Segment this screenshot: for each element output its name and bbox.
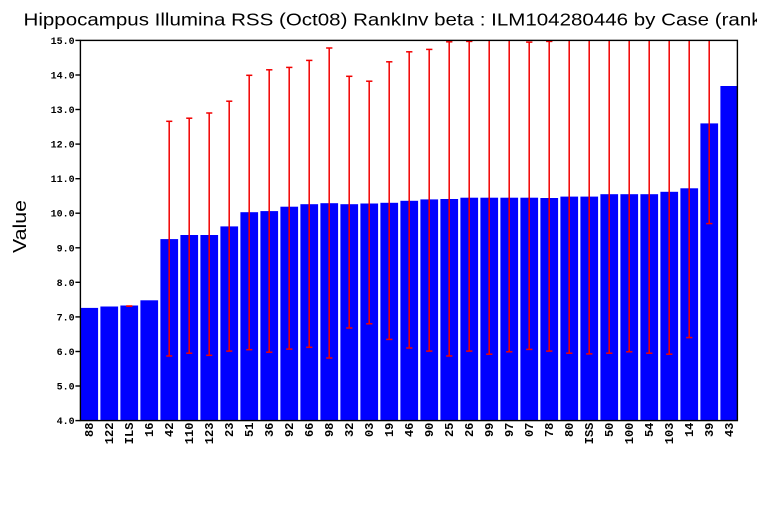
svg-text:80: 80 (563, 423, 577, 437)
svg-text:Hippocampus Illumina RSS (Oct0: Hippocampus Illumina RSS (Oct08) RankInv… (24, 10, 757, 30)
svg-text:32: 32 (343, 423, 357, 437)
svg-text:122: 122 (103, 423, 117, 445)
svg-text:36: 36 (263, 423, 277, 437)
svg-text:26: 26 (463, 423, 477, 437)
svg-text:50: 50 (603, 423, 617, 437)
svg-text:07: 07 (523, 423, 537, 437)
svg-text:103: 103 (663, 423, 677, 445)
svg-text:13.0: 13.0 (51, 106, 75, 117)
svg-text:42: 42 (163, 423, 177, 437)
svg-text:9.0: 9.0 (57, 244, 75, 255)
svg-text:6.0: 6.0 (57, 348, 75, 359)
svg-text:23: 23 (223, 423, 237, 437)
svg-text:99: 99 (483, 423, 497, 437)
svg-text:5.0: 5.0 (57, 383, 75, 394)
svg-text:14: 14 (683, 423, 697, 437)
svg-text:ISS: ISS (583, 423, 597, 445)
svg-text:92: 92 (283, 423, 297, 437)
svg-text:46: 46 (403, 423, 417, 437)
svg-text:100: 100 (623, 423, 637, 445)
svg-text:10.0: 10.0 (51, 210, 75, 221)
svg-text:39: 39 (703, 423, 717, 437)
svg-text:97: 97 (503, 423, 517, 437)
svg-text:ILS: ILS (123, 423, 137, 445)
svg-text:7.0: 7.0 (57, 313, 75, 324)
svg-text:15.0: 15.0 (51, 37, 75, 48)
svg-text:25: 25 (443, 423, 457, 437)
svg-text:88: 88 (83, 423, 97, 437)
svg-text:54: 54 (643, 423, 657, 437)
svg-text:4.0: 4.0 (57, 417, 75, 428)
svg-text:8.0: 8.0 (57, 279, 75, 290)
svg-text:16: 16 (143, 423, 157, 437)
svg-text:43: 43 (723, 423, 737, 437)
svg-text:51: 51 (243, 423, 257, 437)
svg-text:14.0: 14.0 (51, 72, 75, 83)
svg-text:123: 123 (203, 423, 217, 445)
svg-text:110: 110 (183, 423, 197, 445)
svg-text:90: 90 (423, 423, 437, 437)
svg-text:03: 03 (363, 423, 377, 437)
svg-text:19: 19 (383, 423, 397, 437)
svg-text:Value: Value (10, 200, 30, 253)
svg-text:11.0: 11.0 (51, 175, 75, 186)
svg-text:12.0: 12.0 (51, 141, 75, 152)
svg-text:98: 98 (323, 423, 337, 437)
svg-text:66: 66 (303, 423, 317, 437)
svg-text:78: 78 (543, 423, 557, 437)
